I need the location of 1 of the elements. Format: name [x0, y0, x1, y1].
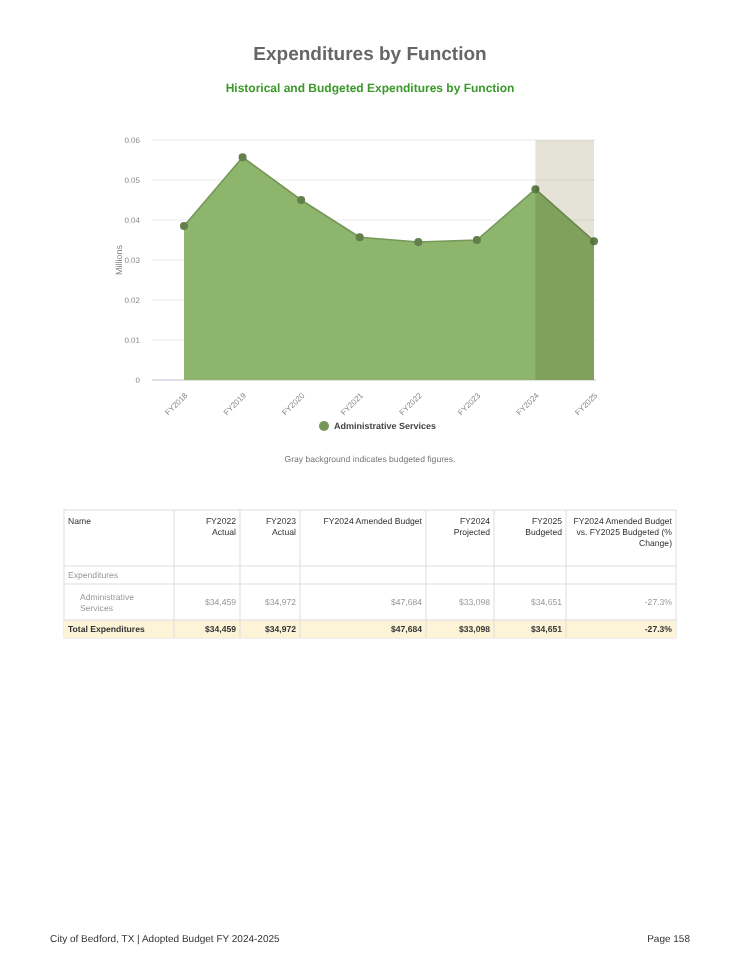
- chart-title: Expenditures by Function: [253, 44, 488, 66]
